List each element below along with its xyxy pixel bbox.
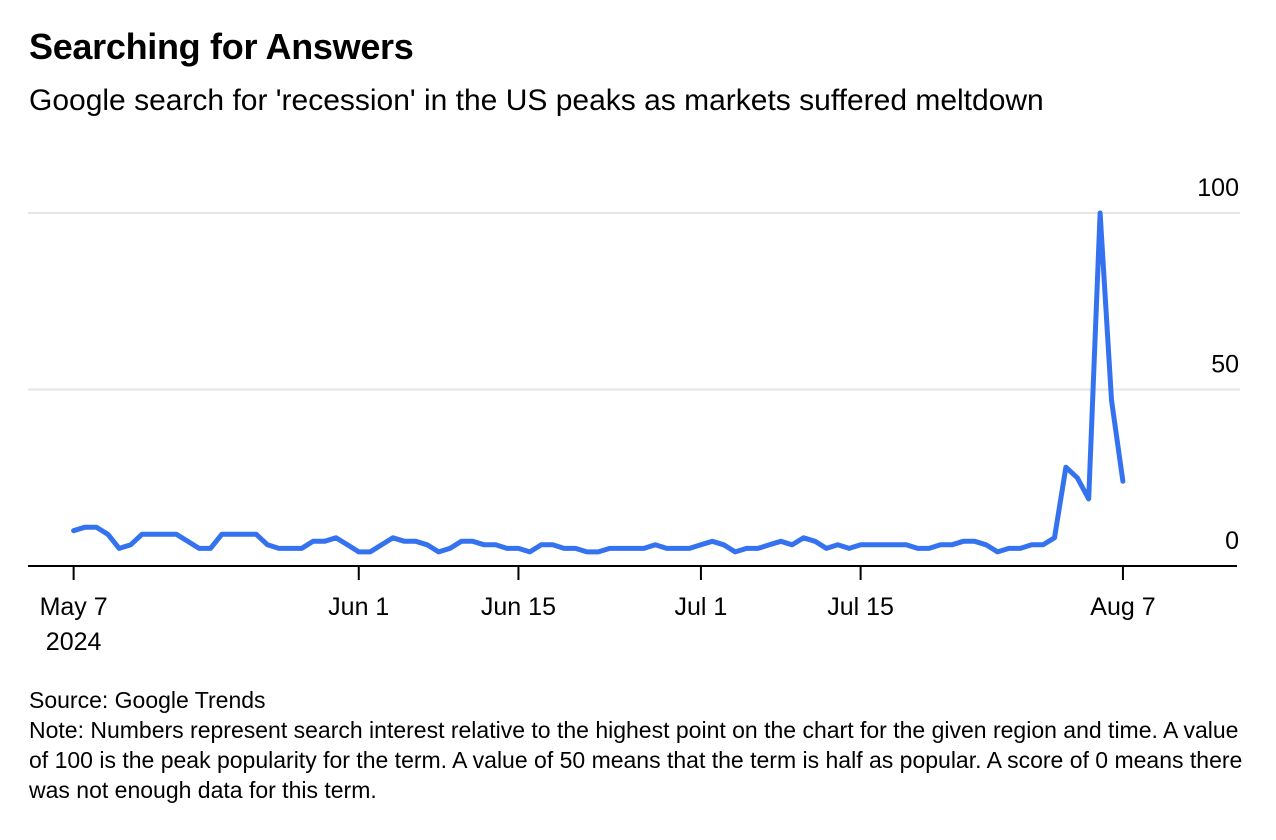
y-tick-label: 0	[1225, 527, 1239, 555]
chart-subtitle: Google search for 'recession' in the US …	[29, 84, 1044, 117]
y-tick-label: 50	[1211, 351, 1239, 379]
source-text: Source: Google Trends	[29, 687, 266, 713]
gridlines	[28, 212, 1240, 391]
y-tick-labels: 0 50 100	[1197, 174, 1239, 555]
x-tick-label: Aug 7	[1090, 593, 1155, 621]
line-chart: 0 50 100 May 7 2024 Jun 1 Jun 15 Jul 1 Jul 15 Au…	[28, 174, 1240, 656]
x-tick-label: Jun 15	[481, 593, 556, 621]
chart-footer: Source: Google Trends Note: Numbers repr…	[29, 685, 1244, 805]
x-tick-label: Jun 1	[328, 593, 389, 621]
x-tick-label: Jul 15	[827, 593, 894, 621]
x-tick-label: Jul 1	[675, 593, 728, 621]
chart-title: Searching for Answers	[29, 26, 414, 67]
x-tick-sublabel: 2024	[46, 628, 102, 656]
note-text: Note: Numbers represent search interest …	[29, 717, 1243, 803]
y-tick-label: 100	[1197, 174, 1239, 202]
series-line	[71, 210, 1126, 555]
x-tick-label: May 7	[40, 593, 108, 621]
series-layer	[71, 210, 1126, 555]
x-axis-ticks: May 7 2024 Jun 1 Jun 15 Jul 1 Jul 15 Aug 7	[40, 566, 1156, 656]
